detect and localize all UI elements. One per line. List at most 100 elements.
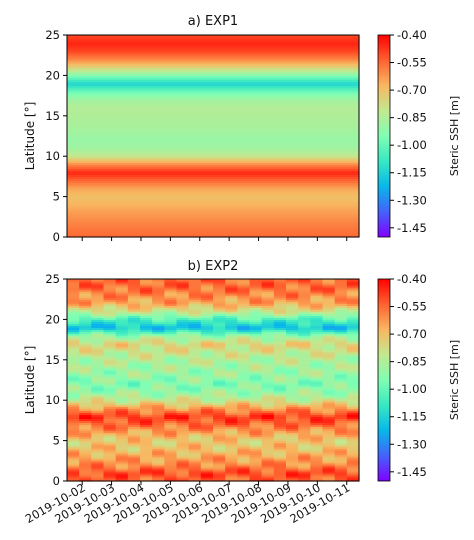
heatmap-cell [346,470,360,474]
heatmap-cell [67,359,80,363]
heatmap-cell [176,291,190,294]
heatmap-cell [200,325,214,329]
heatmap-cell [310,476,324,480]
heatmap-cell [273,424,287,428]
heatmap-cell [91,373,105,377]
heatmap-cell [225,367,238,371]
heatmap-cell [67,450,80,454]
heatmap-cell [213,361,226,365]
heatmap-cell [273,365,287,369]
heatmap-cell [346,285,360,288]
heatmap-cell [103,422,117,426]
heatmap-cell [140,293,153,296]
heatmap-cell [103,412,117,415]
heatmap-cell [188,388,202,391]
heatmap-cell [164,333,178,337]
heatmap-cell [200,367,214,371]
heatmap-cell [213,388,226,391]
heatmap-cell [286,444,299,448]
heatmap-cell [322,371,336,375]
heatmap-cell [261,377,275,381]
heatmap-cell [200,404,214,407]
heatmap-cell [273,299,287,302]
heatmap-cell [67,474,80,478]
heatmap-cell [164,446,178,450]
heatmap-cell [298,420,311,424]
heatmap-cell [164,373,178,377]
heatmap-cell [249,404,263,407]
heatmap-cell [310,386,324,389]
heatmap-cell [225,412,238,415]
heatmap-cell [164,434,178,438]
heatmap-cell [91,436,105,440]
heatmap-cell [200,434,214,438]
heatmap-cell [67,464,80,468]
heatmap-cell [79,402,92,405]
heatmap-cell [273,380,287,383]
heatmap-cell [103,394,117,397]
heatmap-cell [67,127,360,131]
heatmap-cell [152,343,165,347]
heatmap-cell [213,351,226,355]
colorbar-tick-label: -1.45 [397,465,427,479]
heatmap-cell [67,129,360,133]
heatmap-cell [273,436,287,440]
heatmap-cell [213,301,226,304]
heatmap-cell [152,303,165,306]
heatmap-cell [79,382,92,385]
heatmap-cell [103,339,117,343]
heatmap-cell [286,460,299,464]
heatmap-cell [225,365,238,369]
heatmap-cell [67,200,360,204]
heatmap-cell [225,442,238,446]
heatmap-cell [67,452,80,456]
heatmap-cell [176,402,190,405]
heatmap-cell [273,287,287,290]
heatmap-cell [164,424,178,428]
heatmap-cell [249,341,263,345]
heatmap-cell [200,478,214,482]
heatmap-cell [67,202,360,206]
heatmap-cell [310,319,324,323]
heatmap-cell [249,347,263,351]
heatmap-cell [67,339,80,343]
heatmap-cell [225,305,238,308]
heatmap-cell [237,365,251,369]
heatmap-cell [334,309,348,312]
heatmap-cell [346,377,360,381]
heatmap-cell [164,444,178,448]
heatmap-cell [103,386,117,389]
heatmap-cell [140,426,153,430]
heatmap-cell [261,432,275,436]
heatmap-cell [127,428,141,432]
heatmap-cell [310,382,324,385]
heatmap-cell [237,289,251,292]
heatmap-cell [310,285,324,288]
heatmap-cell [188,373,202,377]
heatmap-cell [115,367,129,371]
heatmap-cell [334,390,348,393]
heatmap-cell [298,279,311,282]
heatmap-cell [200,468,214,472]
heatmap-cell [188,293,202,296]
heatmap-cell [225,321,238,325]
heatmap-cell [67,142,360,145]
heatmap-cell [310,313,324,316]
heatmap-cell [103,323,117,327]
heatmap-cell [67,323,80,327]
heatmap-cell [322,444,336,448]
heatmap-cell [346,319,360,323]
heatmap-cell [200,384,214,387]
heatmap-cell [249,400,263,403]
heatmap-cell [91,293,105,296]
heatmap-cell [91,412,105,415]
heatmap-cell [103,351,117,355]
heatmap-cell [91,464,105,468]
heatmap-cell [103,450,117,454]
heatmap-cell [176,281,190,284]
heatmap-cell [103,466,117,470]
heatmap-cell [188,448,202,452]
heatmap-cell [67,428,80,432]
heatmap-cell [176,398,190,401]
heatmap-cell [176,390,190,393]
